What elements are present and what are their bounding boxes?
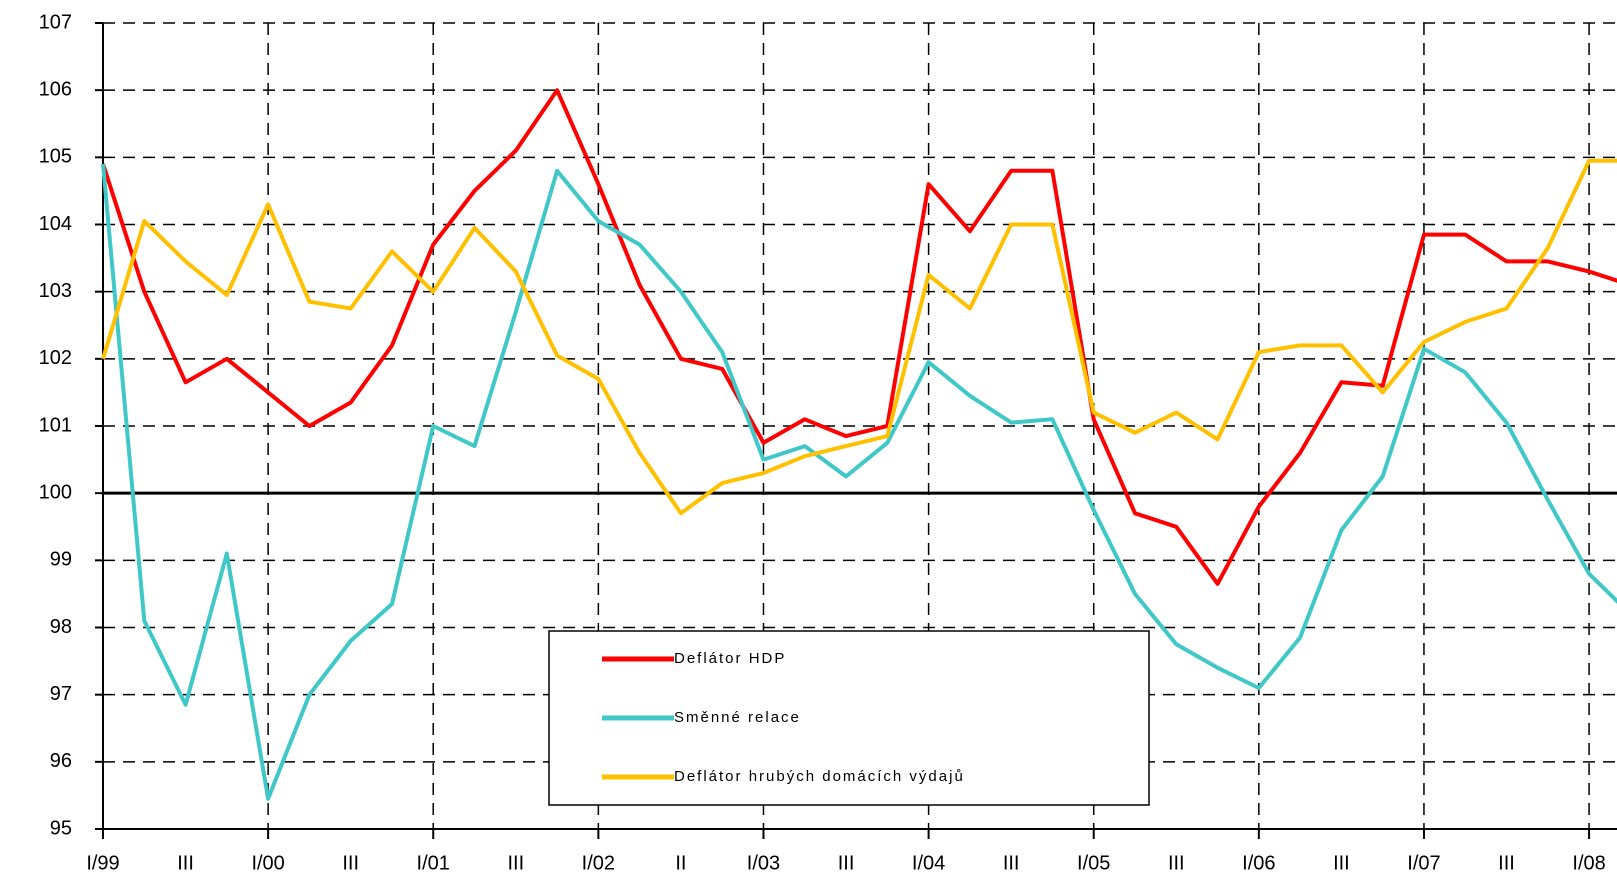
y-tick-label: 103 xyxy=(39,280,72,302)
x-tick-label: I/03 xyxy=(747,852,780,874)
y-tick-label: 97 xyxy=(50,683,72,705)
y-tick-label: 106 xyxy=(39,78,72,100)
y-tick-label: 102 xyxy=(39,347,72,369)
legend-label: Deflátor HDP xyxy=(674,650,786,667)
y-tick-label: 100 xyxy=(39,481,72,503)
y-tick-label: 101 xyxy=(39,414,72,436)
x-tick-label: III xyxy=(507,852,524,874)
x-tick-label: III xyxy=(1003,852,1020,874)
y-tick-label: 99 xyxy=(50,549,72,571)
x-tick-label: III xyxy=(1168,852,1185,874)
y-tick-label: 105 xyxy=(39,146,72,168)
x-tick-label: I/01 xyxy=(417,852,450,874)
series-line xyxy=(101,158,1617,516)
x-tick-label: I/04 xyxy=(912,852,945,874)
x-tick-label: I/02 xyxy=(582,852,615,874)
y-tick-label: 104 xyxy=(39,213,72,235)
y-tick-label: 98 xyxy=(50,616,72,638)
y-tick-label: 96 xyxy=(50,750,72,772)
x-tick-label: I/99 xyxy=(86,852,119,874)
x-tick-label: I/07 xyxy=(1407,852,1440,874)
x-tick-label: III xyxy=(1333,852,1350,874)
y-tick-label: 107 xyxy=(39,11,72,33)
x-tick-label: II xyxy=(675,852,686,874)
x-tick-label: III xyxy=(177,852,194,874)
x-tick-label: III xyxy=(342,852,359,874)
y-tick-label: 95 xyxy=(50,817,72,839)
series-line xyxy=(101,88,1617,586)
x-tick-label: III xyxy=(1498,852,1515,874)
x-tick-label: I/05 xyxy=(1077,852,1110,874)
x-tick-label: III xyxy=(838,852,855,874)
x-tick-label: I/00 xyxy=(251,852,284,874)
x-tick-label: I/06 xyxy=(1242,852,1275,874)
series-line xyxy=(101,163,1617,801)
legend-label: Směnné relace xyxy=(674,709,801,726)
x-tick-label: I/08 xyxy=(1572,852,1605,874)
legend-label: Deflátor hrubých domácích výdajů xyxy=(674,768,965,785)
